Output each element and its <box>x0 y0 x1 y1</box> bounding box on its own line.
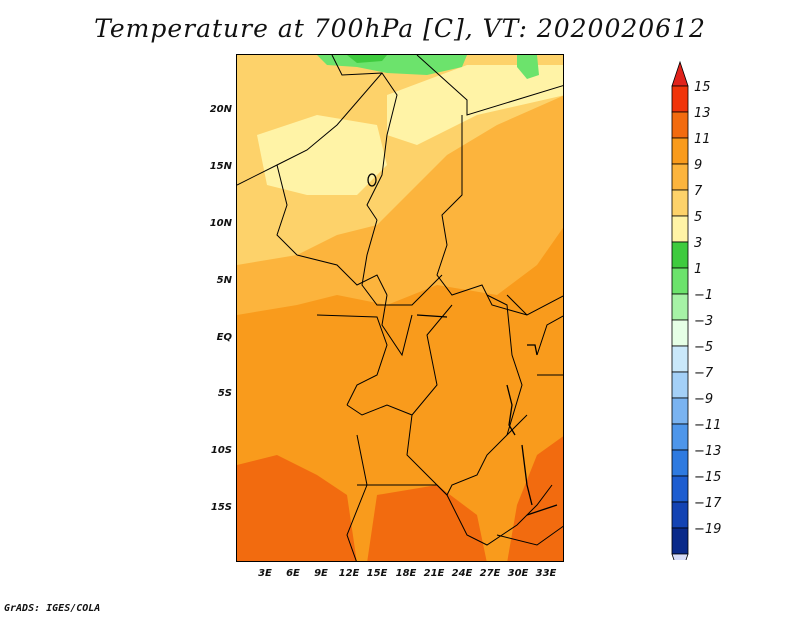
colorbar-label: 13 <box>694 106 711 121</box>
field-warmest-sw <box>237 455 357 561</box>
colorbar-label: 5 <box>694 210 703 225</box>
field-coolest-ne <box>387 65 563 145</box>
lat-label: 15N <box>209 161 232 172</box>
colorbar-label: −11 <box>694 418 722 433</box>
colorbar-segment <box>671 241 689 269</box>
field-warmest-s <box>367 485 487 561</box>
colorbar-segment <box>671 163 689 191</box>
lakes <box>367 173 558 516</box>
colorbar-label: 7 <box>694 184 703 199</box>
colorbar-segment <box>671 449 689 477</box>
colorbar-label: 1 <box>694 262 703 277</box>
colorbar-segment <box>671 319 689 347</box>
colorbar-label: −17 <box>694 496 722 511</box>
colorbar-label: 11 <box>694 132 711 147</box>
lon-label: 33E <box>535 568 557 579</box>
colorbar-segment <box>671 267 689 295</box>
colorbar-segment <box>671 189 689 217</box>
colorbar-segment <box>671 111 689 139</box>
colorbar-label: −7 <box>694 366 714 381</box>
lon-label: 21E <box>423 568 445 579</box>
lon-label: 30E <box>507 568 529 579</box>
colorbar-bottom-arrow <box>671 553 689 560</box>
colorbar-label: 9 <box>694 158 703 173</box>
lon-label: 9E <box>314 568 328 579</box>
colorbar-label: −13 <box>694 444 722 459</box>
lat-label: 5N <box>216 275 232 286</box>
colorbar-label: −9 <box>694 392 714 407</box>
field-warmest-se <box>507 436 563 561</box>
lat-label: 20N <box>209 104 232 115</box>
lon-label: 15E <box>366 568 388 579</box>
country-borders <box>237 55 563 561</box>
lat-label: 5S <box>217 388 232 399</box>
colorbar-segment <box>671 371 689 399</box>
colorbar-label: −19 <box>694 522 722 537</box>
lon-label: 27E <box>479 568 501 579</box>
lat-label: 15S <box>210 502 232 513</box>
colorbar-segment <box>671 137 689 165</box>
colorbar-label: −1 <box>694 288 714 303</box>
map-title: Temperature at 700hPa [C], VT: 202002061… <box>94 14 706 43</box>
colorbar <box>671 60 689 560</box>
colorbar-label: 15 <box>694 80 711 95</box>
lon-label: 24E <box>451 568 473 579</box>
colorbar-label: −5 <box>694 340 714 355</box>
colorbar-segment <box>671 423 689 451</box>
colorbar-segment <box>671 215 689 243</box>
colorbar-label: −15 <box>694 470 722 485</box>
lon-label: 18E <box>395 568 417 579</box>
temperature-map <box>236 54 564 562</box>
colorbar-label: −3 <box>694 314 714 329</box>
field-green-ne <box>517 55 539 79</box>
field-coolest <box>257 115 387 195</box>
lon-label: 12E <box>338 568 360 579</box>
colorbar-label: 3 <box>694 236 703 251</box>
colorbar-segment <box>671 293 689 321</box>
field-green-dark <box>347 55 387 63</box>
lon-label: 6E <box>286 568 300 579</box>
colorbar-segment <box>671 85 689 113</box>
credit-text: GrADS: IGES/COLA <box>4 603 101 614</box>
lon-label: 3E <box>258 568 272 579</box>
colorbar-segment <box>671 397 689 425</box>
colorbar-segment <box>671 527 689 555</box>
colorbar-segment <box>671 501 689 529</box>
lat-label: 10N <box>209 218 232 229</box>
colorbar-segment <box>671 345 689 373</box>
lat-label: EQ <box>216 332 232 343</box>
colorbar-top-arrow <box>671 60 689 87</box>
lat-label: 10S <box>210 445 232 456</box>
colorbar-segment <box>671 475 689 503</box>
